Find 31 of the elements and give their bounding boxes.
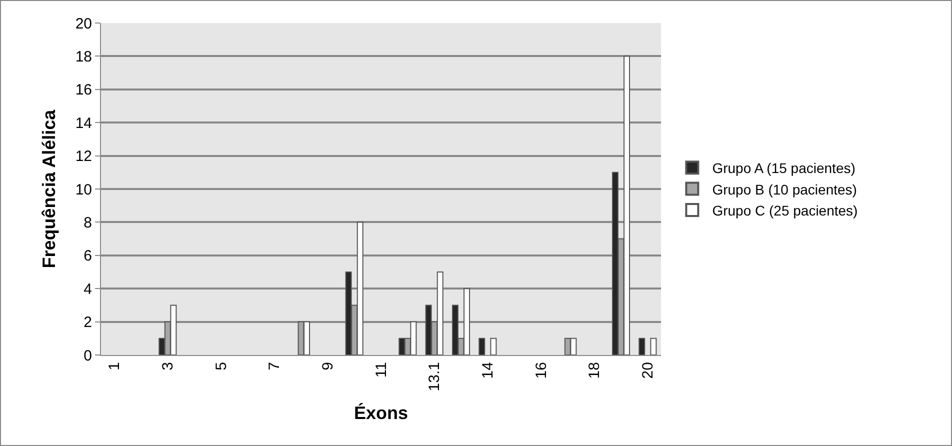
- y-tick-label: 20: [75, 15, 92, 32]
- bar: [650, 338, 657, 355]
- y-tick-label: 10: [75, 181, 92, 198]
- bar: [478, 338, 486, 355]
- x-tick-label: 11: [372, 362, 390, 378]
- legend-label: Grupo A (15 pacientes): [712, 160, 856, 176]
- x-tick-label: 5: [212, 362, 230, 370]
- y-tick-label: 12: [75, 148, 92, 166]
- y-tick-label: 2: [84, 314, 92, 332]
- x-tick-label: 3: [160, 362, 177, 370]
- bar: [490, 338, 497, 355]
- x-axis-title: Éxons: [354, 403, 408, 423]
- legend-label: Grupo C (25 pacientes): [712, 202, 858, 218]
- y-tick-label: 14: [75, 114, 92, 132]
- y-tick-label: 4: [84, 280, 92, 298]
- x-tick-label: 1: [106, 362, 124, 370]
- y-tick-label: 18: [75, 48, 92, 66]
- y-tick-label: 0: [84, 347, 92, 364]
- y-tick-label: 8: [84, 214, 92, 232]
- y-axis-title: Frequência Alélica: [39, 108, 59, 268]
- x-tick-label: 9: [320, 362, 337, 370]
- x-tick-label: 14: [480, 362, 497, 379]
- x-tick-label: 20: [640, 362, 657, 379]
- x-tick-label: 18: [586, 362, 604, 379]
- y-tick-label: 16: [75, 82, 92, 99]
- x-tick-label: 16: [532, 362, 550, 379]
- legend-label: Grupo B (10 pacientes): [712, 181, 857, 198]
- bar: [638, 338, 646, 355]
- y-tick-label: 6: [84, 248, 92, 265]
- x-tick-label: 13.1: [426, 362, 444, 392]
- x-tick-label: 7: [266, 362, 284, 370]
